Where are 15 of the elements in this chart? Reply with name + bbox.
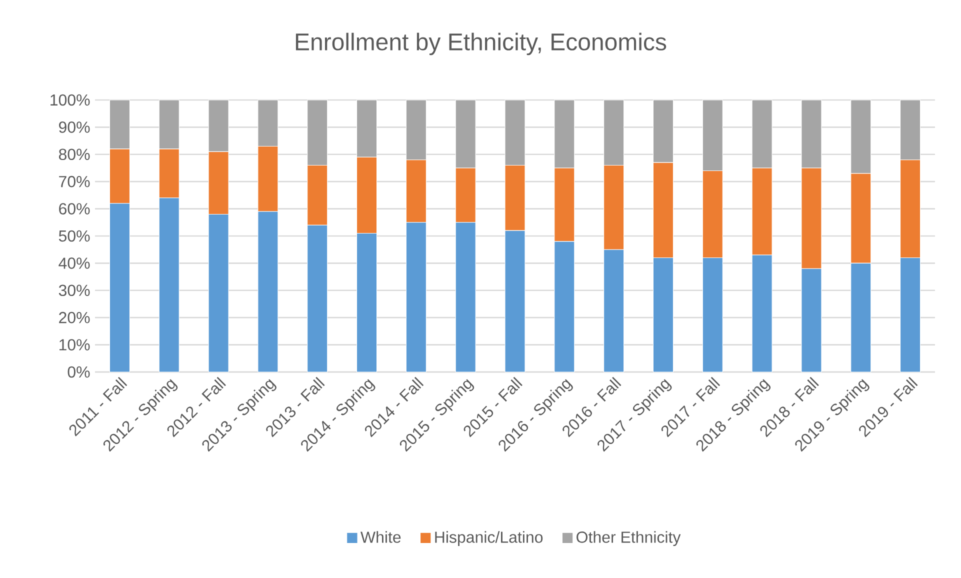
y-tick-label: 10% xyxy=(59,339,90,350)
y-tick-label: 20% xyxy=(59,312,90,324)
legend-label: White xyxy=(360,531,401,543)
y-tick-label: 40% xyxy=(58,258,90,269)
y-tick-label: 90% xyxy=(59,122,90,133)
y-tick-label: 100% xyxy=(50,94,90,106)
y-tick-label: 30% xyxy=(58,284,90,296)
legend-label: Hispanic/Latino xyxy=(435,531,543,546)
y-tick-label: 70% xyxy=(59,176,90,188)
y-tick-label: 80% xyxy=(58,148,90,160)
y-tick-label: 60% xyxy=(59,203,90,214)
legend-label: Other Ethnicity xyxy=(576,531,681,546)
chart-title: Enrollment by Ethnicity, Economics xyxy=(296,32,666,56)
y-tick-label: 0% xyxy=(68,366,90,378)
y-tick-label: 50% xyxy=(58,230,90,242)
